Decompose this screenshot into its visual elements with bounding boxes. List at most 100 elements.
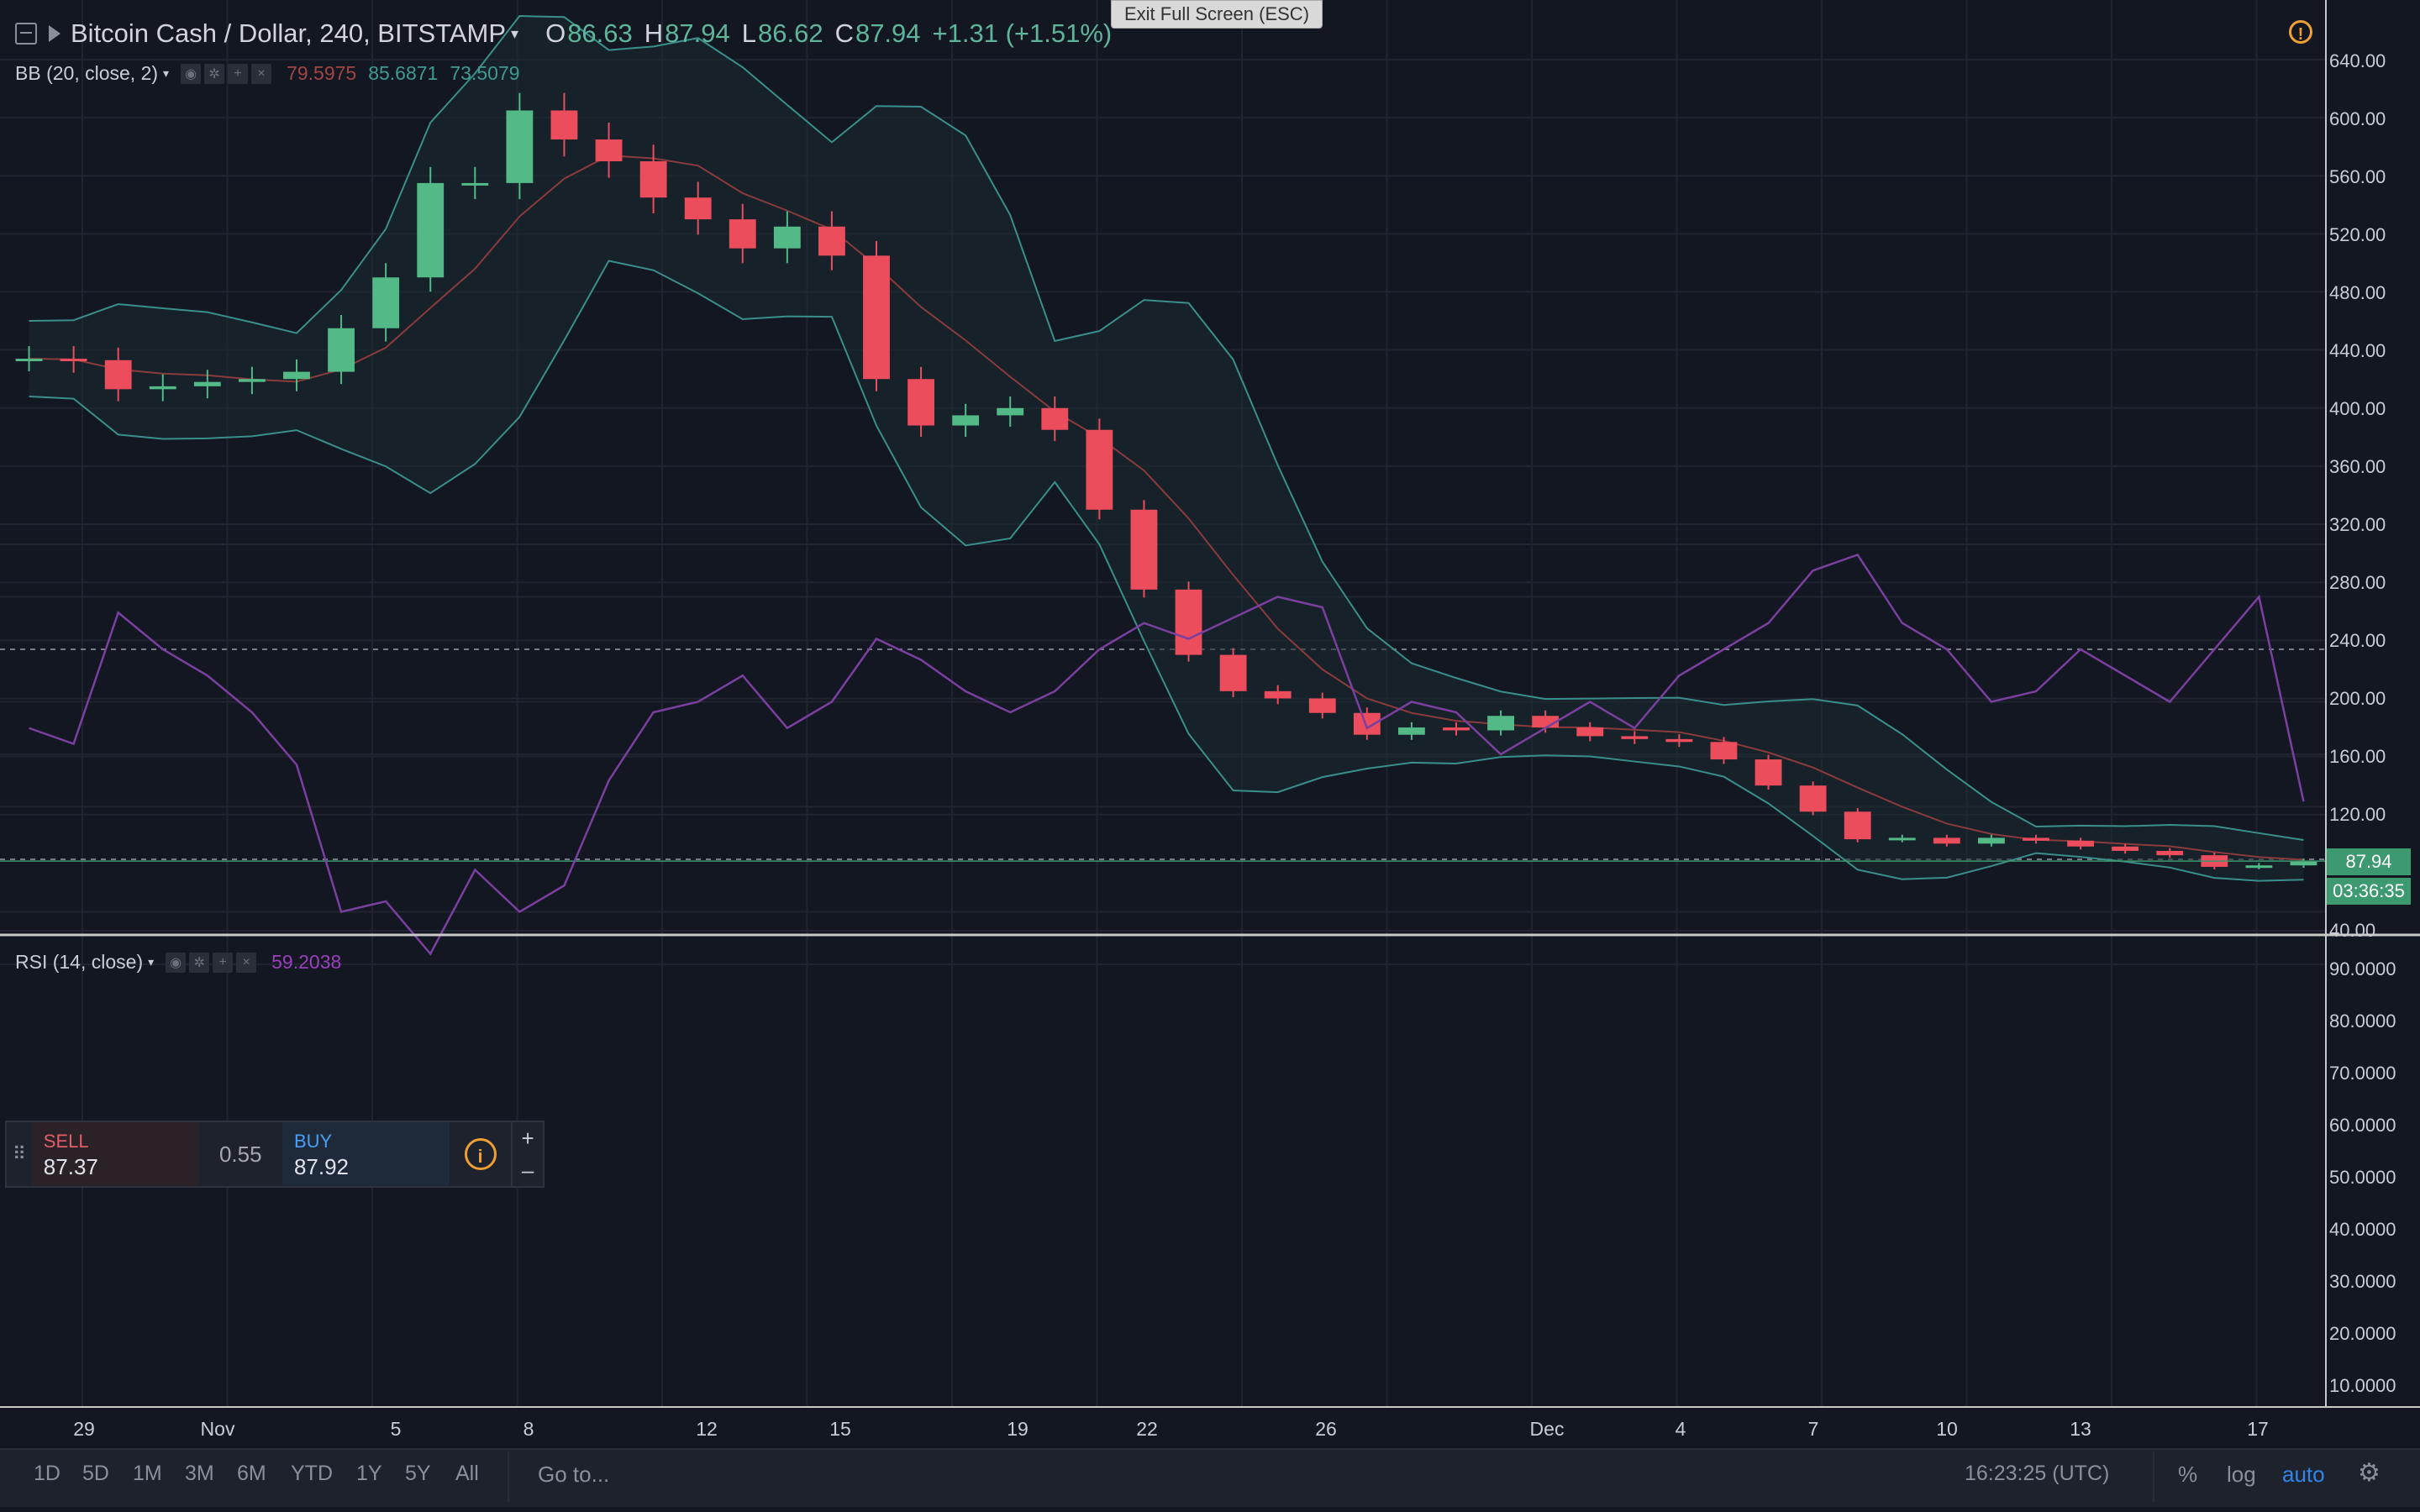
date-tick: 13 [2070, 1418, 2091, 1440]
timeframe-ytd[interactable]: YTD [291, 1462, 333, 1485]
close-value: 87.94 [855, 18, 921, 48]
exit-fullscreen-tooltip[interactable]: Exit Full Screen (ESC) [1111, 0, 1323, 29]
timeframe-1y[interactable]: 1Y [356, 1462, 382, 1485]
rsi-value: 59.2038 [271, 951, 342, 973]
date-tick: 17 [2247, 1418, 2269, 1440]
eye-icon[interactable]: ◉ [166, 952, 187, 973]
bb-upper-line [29, 15, 2304, 842]
candle-body [1978, 837, 2005, 844]
utc-clock[interactable]: 16:23:25 (UTC) [1965, 1462, 2110, 1485]
close-icon[interactable]: × [236, 952, 257, 973]
buy-label: BUY [293, 1131, 333, 1152]
price-tick: 640.00 [2329, 50, 2386, 71]
price-tick: 40.00 [2329, 920, 2376, 941]
bb-lower-line [29, 260, 2304, 882]
date-tick: 15 [829, 1418, 851, 1440]
close-icon[interactable]: × [251, 63, 272, 84]
rsi-line-group [29, 553, 2305, 956]
candle-body [2112, 846, 2139, 851]
countdown-tag: 03:36:35 [2327, 878, 2411, 905]
rsi-tick: 80.0000 [2329, 1011, 2396, 1032]
date-tick: 5 [390, 1418, 402, 1440]
timeframe-all[interactable]: All [455, 1462, 479, 1485]
candle-body [997, 407, 1024, 416]
bb-upper-value: 85.6871 [368, 62, 439, 84]
chevron-down-icon[interactable]: ▾ [163, 66, 170, 80]
open-value: 86.63 [567, 18, 633, 48]
toolbar-divider [2153, 1452, 2154, 1502]
rsi-tick: 40.0000 [2329, 1219, 2396, 1240]
candle-body [506, 110, 534, 183]
candle-body [2023, 837, 2049, 841]
collapse-icon[interactable] [15, 23, 37, 45]
candle-body [1175, 589, 1202, 655]
trading-panel: ⠿ SELL 87.37 0.55 BUY 87.92 i + – [5, 1121, 544, 1188]
rsi-tick: 10.0000 [2329, 1375, 2396, 1396]
plus-icon[interactable]: + [213, 952, 234, 973]
price-tick: 440.00 [2329, 340, 2386, 361]
rsi-name[interactable]: RSI (14, close) [15, 951, 144, 973]
log-toggle[interactable]: log [2227, 1462, 2256, 1487]
symbol-title[interactable]: Bitcoin Cash / Dollar, 240, BITSTAMP [71, 18, 507, 48]
price-tick: 240.00 [2329, 630, 2386, 651]
candle-body [1308, 698, 1336, 713]
price-tick: 320.00 [2329, 514, 2386, 535]
gear-icon[interactable]: ✲ [189, 952, 210, 973]
percent-toggle[interactable]: % [2178, 1462, 2198, 1487]
candle-body [952, 415, 980, 426]
candle-body [1353, 712, 1381, 735]
drag-handle-icon[interactable]: ⠿ [12, 1143, 26, 1164]
candle-body [1665, 738, 1693, 743]
candle-body [1041, 407, 1069, 430]
date-tick: 26 [1315, 1418, 1337, 1440]
close-label: C [834, 18, 854, 48]
date-tick: Nov [200, 1418, 235, 1440]
rsi-tick: 50.0000 [2329, 1167, 2396, 1188]
rsi-line [29, 553, 2305, 956]
toolbar-divider [508, 1452, 509, 1502]
goto-button[interactable]: Go to... [538, 1462, 610, 1487]
price-tick: 520.00 [2329, 224, 2386, 245]
chevron-down-icon[interactable]: ▾ [148, 955, 155, 969]
eye-icon[interactable]: ◉ [181, 63, 202, 84]
candle-body [729, 219, 756, 249]
sell-button[interactable]: SELL 87.37 [31, 1122, 199, 1186]
quantity-stepper[interactable]: + – [511, 1122, 543, 1186]
open-label: O [545, 18, 566, 48]
flag-icon[interactable] [49, 25, 60, 42]
candle-body [283, 371, 310, 380]
timeframe-5d[interactable]: 5D [82, 1462, 109, 1485]
rsi-tick: 70.0000 [2329, 1063, 2396, 1084]
plus-button[interactable]: + [521, 1125, 534, 1151]
candles [0, 92, 2326, 869]
timeframe-6m[interactable]: 6M [237, 1462, 266, 1485]
bottom-toolbar [0, 1448, 2420, 1507]
info-icon: i [464, 1138, 497, 1170]
candle-body [193, 381, 221, 386]
chevron-down-icon[interactable]: ▾ [511, 24, 519, 42]
buy-button[interactable]: BUY 87.92 [281, 1122, 450, 1186]
candle-body [1398, 727, 1425, 735]
timeframe-1d[interactable]: 1D [34, 1462, 60, 1485]
symbol-legend: Bitcoin Cash / Dollar, 240, BITSTAMP ▾ O… [15, 18, 1112, 49]
price-tick: 560.00 [2329, 166, 2386, 187]
gear-icon[interactable]: ✲ [204, 63, 225, 84]
minus-button[interactable]: – [521, 1157, 534, 1183]
warning-icon[interactable]: ! [2289, 20, 2312, 44]
gear-icon[interactable]: ⚙ [2358, 1459, 2381, 1487]
date-tick: 19 [1007, 1418, 1028, 1440]
candle-body [15, 359, 43, 362]
grid-lines [0, 0, 2326, 1407]
timeframe-3m[interactable]: 3M [185, 1462, 214, 1485]
plus-icon[interactable]: + [228, 63, 249, 84]
auto-toggle[interactable]: auto [2282, 1462, 2325, 1487]
price-tick: 200.00 [2329, 688, 2386, 709]
bb-lower-value: 73.5079 [450, 62, 520, 84]
timeframe-1m[interactable]: 1M [133, 1462, 162, 1485]
candle-body [639, 160, 667, 198]
bb-name[interactable]: BB (20, close, 2) [15, 62, 159, 84]
info-button[interactable]: i [450, 1122, 512, 1186]
timeframe-5y[interactable]: 5Y [405, 1462, 431, 1485]
high-label: H [644, 18, 664, 48]
